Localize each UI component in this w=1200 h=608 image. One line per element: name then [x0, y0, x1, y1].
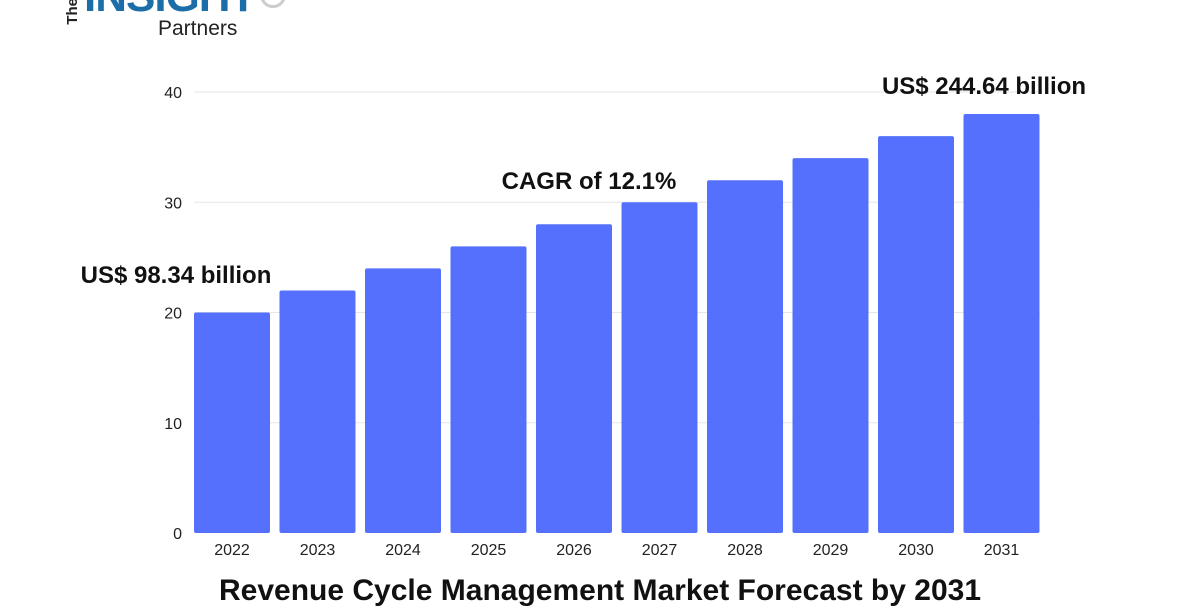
x-tick-label: 2029	[813, 542, 849, 559]
bar-2023	[279, 290, 356, 533]
y-tick-label: 10	[164, 416, 182, 433]
bar-2025	[450, 246, 527, 533]
bar-2029	[792, 158, 869, 533]
y-tick-label: 30	[164, 195, 182, 212]
y-tick-label: 40	[164, 85, 182, 102]
x-tick-label: 2027	[642, 542, 678, 559]
annotation-label: CAGR of 12.1%	[502, 168, 677, 195]
bar-2026	[536, 224, 612, 534]
bar-2024	[365, 268, 441, 533]
x-tick-label: 2030	[898, 542, 934, 559]
logo-insight: INSIGHT	[84, 0, 256, 19]
bar-2030	[878, 136, 954, 533]
x-tick-label: 2028	[727, 542, 763, 559]
x-tick-label: 2023	[300, 542, 336, 559]
annotation-label: US$ 98.34 billion	[81, 262, 272, 289]
y-tick-label: 0	[173, 526, 182, 543]
bar-2028	[707, 180, 783, 533]
logo-partners: Partners	[158, 17, 238, 40]
bar-2031	[963, 114, 1040, 534]
x-tick-label: 2022	[214, 542, 250, 559]
x-tick-label: 2025	[471, 542, 507, 559]
x-tick-label: 2026	[556, 542, 592, 559]
bar-2027	[621, 202, 698, 533]
x-tick-label: 2024	[385, 542, 421, 559]
chart-title: Revenue Cycle Management Market Forecast…	[219, 574, 981, 607]
insight-partners-logo: The INSIGHT Partners	[64, 0, 294, 50]
y-tick-label: 20	[164, 306, 182, 323]
annotation-label: US$ 244.64 billion	[882, 73, 1086, 100]
bar-2022	[194, 312, 270, 533]
x-tick-label: 2031	[984, 542, 1020, 559]
